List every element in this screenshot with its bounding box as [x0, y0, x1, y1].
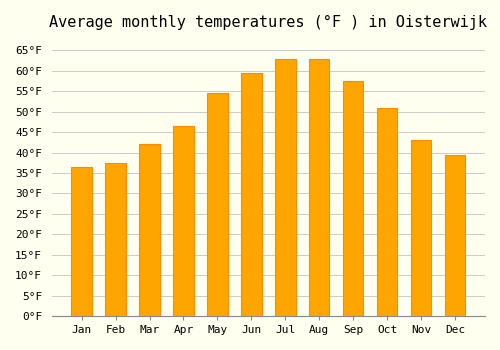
Bar: [140, 144, 160, 316]
Bar: [343, 81, 363, 316]
Bar: [377, 107, 398, 316]
Bar: [72, 167, 92, 316]
Bar: [207, 93, 228, 316]
Bar: [106, 163, 126, 316]
Bar: [174, 126, 194, 316]
Bar: [275, 58, 295, 316]
Bar: [445, 155, 466, 316]
Bar: [309, 58, 330, 316]
Bar: [411, 140, 432, 316]
Bar: [241, 73, 262, 316]
Title: Average monthly temperatures (°F ) in Oisterwijk: Average monthly temperatures (°F ) in Oi…: [50, 15, 488, 30]
